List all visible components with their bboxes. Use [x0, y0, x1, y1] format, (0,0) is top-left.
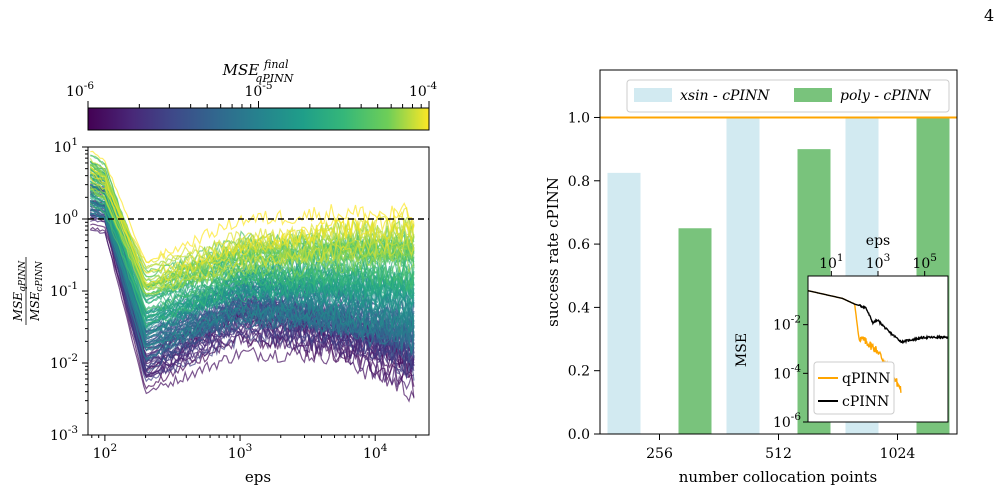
inset-line-cpinn	[807, 290, 949, 345]
colorbar-title-sup: final	[263, 58, 289, 71]
ratio-series-line	[90, 193, 415, 348]
inset-chart: 101 103 105 10-6 10-4 10-2 eps MSE qPINN cPIN…	[734, 233, 949, 431]
inset-legend-label-qpinn: qPINN	[842, 371, 890, 387]
colorbar-title-sub: qPINN	[255, 72, 293, 85]
colorbar-tick-label: 10-6	[66, 80, 94, 100]
bar-poly-256	[678, 228, 712, 434]
ratio-series-line	[90, 208, 415, 379]
colorbar	[87, 107, 430, 131]
colorbar-title: MSE final qPINN	[222, 54, 294, 85]
inset-legend-label-cpinn: cPINN	[842, 394, 889, 410]
left-y-tick-label: 10-2	[50, 352, 78, 372]
ratio-series-line	[89, 188, 415, 320]
inset-x-tick-label: 101	[819, 252, 844, 272]
inset-legend: qPINN cPINN	[813, 361, 895, 415]
left-ylabel: MSEqPINN MSEcPINN	[11, 257, 45, 325]
colorbar-tick-label: 10-4	[409, 80, 437, 100]
ratio-series-line	[90, 188, 415, 289]
left-axis-ticks: 102 103 104 10-3 10-2 10-1 100 101	[50, 136, 417, 462]
right-axis-ticks: 256 512 1024 0.0 0.2 0.4 0.6 0.8 1.0	[568, 110, 916, 462]
left-chart: MSE final qPINN 10-6 10-5 10-4 102 103 10410…	[11, 54, 437, 486]
bar-xsin-256	[607, 172, 641, 434]
right-xlabel: number collocation points	[679, 468, 877, 486]
left-ylabel-numerator: MSEqPINN	[11, 260, 28, 323]
right-y-tick-label: 0.8	[568, 174, 590, 190]
colorbar-tick-label: 10-5	[244, 80, 272, 100]
inset-x-tick-label: 103	[866, 252, 891, 272]
right-x-tick-label: 1024	[880, 446, 916, 462]
ratio-series-line	[89, 166, 415, 285]
inset-axis-ticks: 101 103 105 10-6 10-4 10-2	[773, 252, 937, 431]
left-x-tick-label: 102	[93, 442, 118, 462]
right-x-tick-label: 256	[646, 446, 673, 462]
ratio-series-line	[90, 209, 415, 381]
legend-swatch-poly	[794, 88, 832, 102]
inset-x-tick-label: 105	[912, 252, 937, 272]
right-y-tick-label: 0.6	[568, 237, 590, 253]
left-y-tick-label: 101	[53, 136, 78, 156]
left-y-tick-label: 10-1	[50, 280, 78, 300]
inset-y-tick-label: 10-4	[773, 362, 801, 382]
inset-xlabel: eps	[866, 233, 890, 249]
legend-swatch-xsin	[634, 88, 672, 102]
ratio-series-line	[89, 180, 415, 314]
right-chart: 256 512 1024 0.0 0.2 0.4 0.6 0.8 1.0 number coll…	[544, 69, 958, 486]
ratio-series-line	[89, 177, 415, 274]
ratio-series-line	[89, 202, 415, 312]
legend-label-xsin: xsin - cPINN	[680, 88, 770, 104]
inset-ylabel: MSE	[734, 333, 750, 367]
right-x-tick-label: 512	[765, 446, 792, 462]
ratio-series-lines	[89, 150, 415, 403]
legend-label-poly: poly - cPINN	[840, 88, 931, 104]
ratio-series-line	[90, 216, 415, 390]
left-xlabel: eps	[245, 468, 271, 486]
inset-y-tick-label: 10-6	[773, 411, 801, 431]
left-y-tick-label: 100	[53, 208, 78, 228]
right-y-tick-label: 0.0	[568, 427, 590, 443]
right-y-tick-label: 1.0	[568, 110, 590, 126]
ratio-series-line	[90, 150, 415, 264]
right-y-tick-label: 0.2	[568, 364, 590, 380]
bar-legend: xsin - cPINN poly - cPINN	[626, 79, 950, 113]
right-y-tick-label: 0.4	[568, 300, 590, 316]
right-ylabel: success rate cPINN	[544, 177, 562, 327]
ratio-series-line	[89, 213, 415, 383]
left-x-tick-label: 104	[363, 442, 388, 462]
inset-y-tick-label: 10-2	[773, 314, 801, 334]
left-y-tick-label: 10-3	[50, 424, 78, 444]
page-number: 4	[984, 6, 995, 25]
ratio-series-line	[90, 212, 415, 360]
ratio-series-line	[90, 172, 415, 290]
bar-xsin-512	[726, 117, 760, 434]
left-ylabel-denominator: MSEcPINN	[28, 260, 45, 322]
colorbar-ticks: 10-6 10-5 10-4	[66, 80, 437, 108]
left-x-tick-label: 103	[228, 442, 253, 462]
ratio-series-line	[89, 205, 415, 354]
colorbar-title-base: MSE	[222, 61, 260, 79]
